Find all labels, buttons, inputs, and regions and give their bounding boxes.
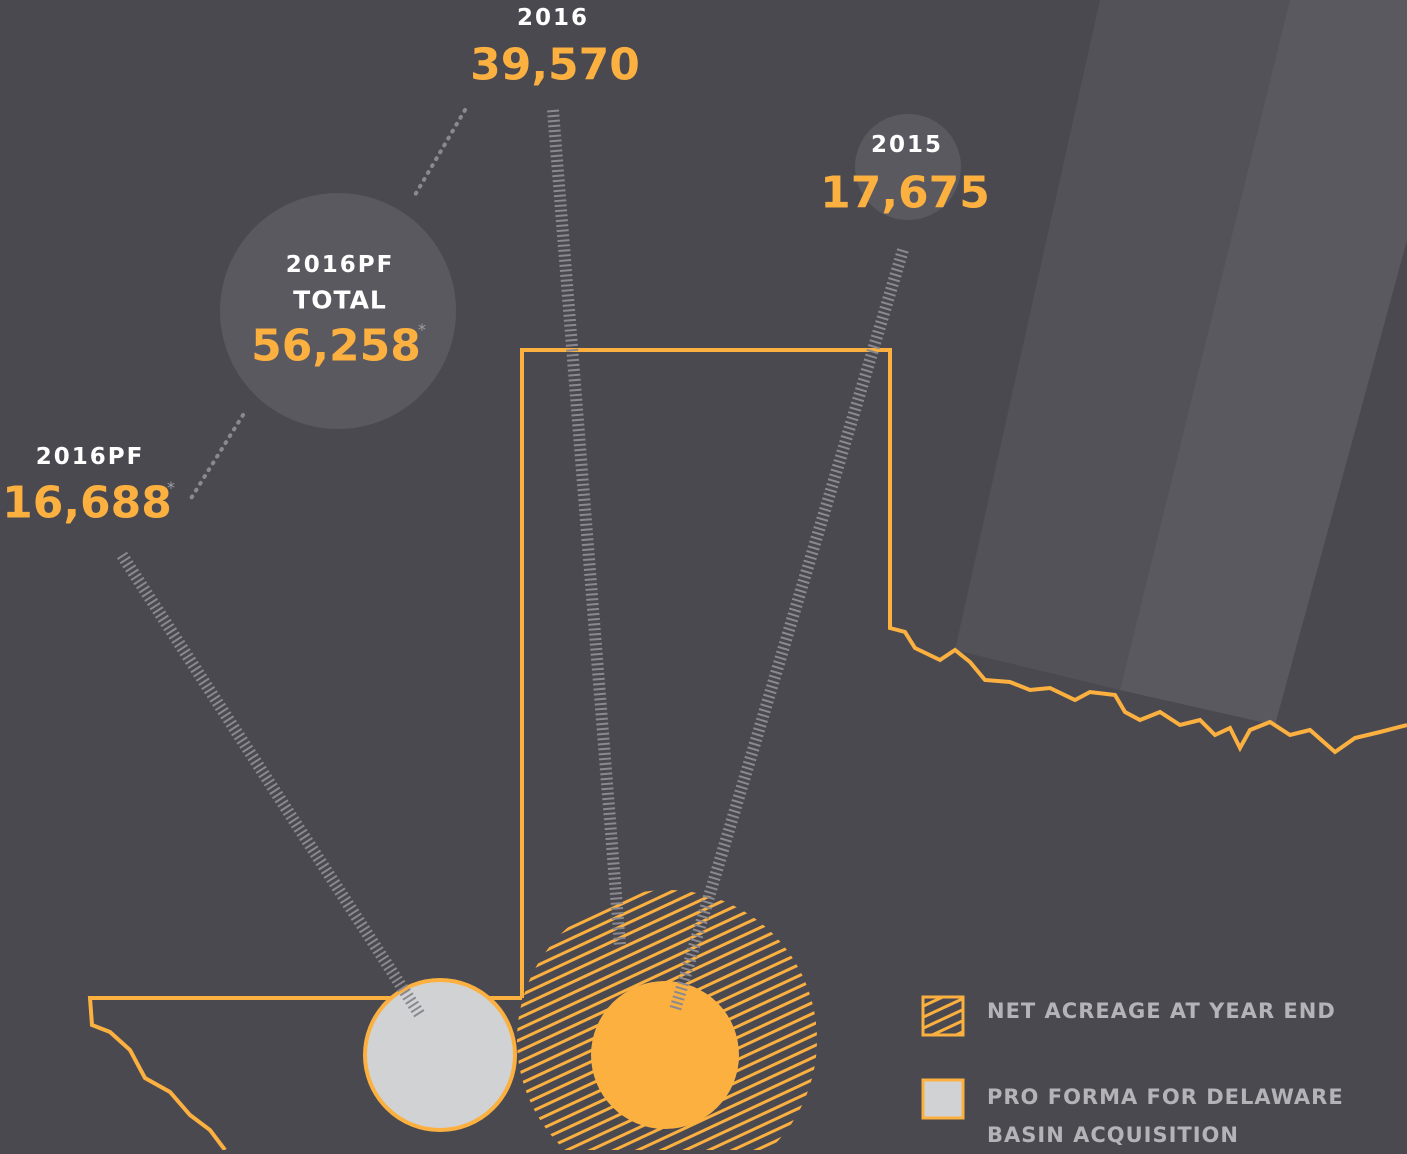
- total-bubble: [220, 193, 456, 429]
- bubble-2015: [855, 114, 961, 220]
- pro-forma-circle: [363, 978, 517, 1132]
- acreage-value: 16,688: [2, 477, 172, 529]
- oklahoma-outline: [520, 348, 1407, 998]
- asterisk: *: [167, 478, 175, 497]
- total-caption: TOTAL: [293, 285, 387, 315]
- legend-swatch-hatched: [921, 995, 965, 1037]
- total-value: 56,258: [251, 320, 421, 372]
- striped-connector: [116, 551, 426, 1019]
- striped-connector: [669, 248, 909, 1012]
- texas-outline: [87, 996, 522, 1150]
- dotted-connector: [413, 108, 467, 197]
- light-beam: [955, 0, 1290, 690]
- asterisk: *: [418, 320, 426, 339]
- year-label: 2016PF: [285, 252, 395, 278]
- striped-connector: [547, 109, 626, 946]
- legend-swatch-grey: [921, 1078, 965, 1120]
- legend-label: PRO FORMA FOR DELAWARE BASIN ACQUISITION: [987, 1085, 1344, 1147]
- light-beam: [1120, 0, 1407, 725]
- acreage-value: 17,675: [820, 167, 990, 219]
- acreage-value: 39,570: [470, 39, 640, 91]
- dotted-connector: [188, 413, 245, 502]
- year-label: 2015: [870, 132, 944, 158]
- legend-label: NET ACREAGE AT YEAR END: [987, 999, 1336, 1023]
- year-label: 2016: [516, 5, 590, 31]
- year-label: 2016PF: [35, 444, 145, 470]
- net-acreage-circle: [591, 981, 739, 1129]
